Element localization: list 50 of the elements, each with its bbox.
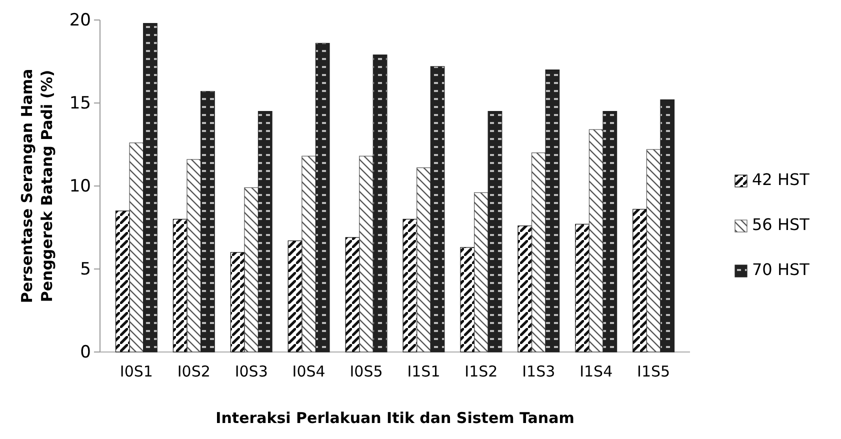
bar	[186, 159, 202, 352]
y-tick-label: 10	[69, 176, 91, 196]
y-tick-label: 15	[69, 93, 91, 114]
bar	[632, 208, 647, 352]
x-tick-label: I1S5	[637, 362, 670, 381]
bar	[230, 252, 245, 352]
legend-label: 70 HST	[752, 260, 810, 279]
bar	[430, 66, 445, 352]
y-axis-title: Persentase Serangan Hama Penggerek Batang Padi (%)	[18, 68, 56, 304]
x-axis-title: Interaksi Perlakuan Itik dan Sistem Tanam	[216, 409, 574, 427]
y-tick-label: 20	[69, 10, 91, 30]
bar	[460, 247, 475, 352]
bar	[115, 210, 130, 352]
bar	[302, 156, 316, 352]
bar	[345, 237, 360, 352]
bar	[372, 54, 388, 352]
x-tick-label: I1S2	[464, 362, 498, 381]
bar	[416, 167, 431, 352]
bar	[244, 187, 259, 352]
bar	[602, 111, 618, 352]
bar	[143, 23, 158, 352]
bar	[474, 192, 488, 352]
bar	[315, 42, 330, 352]
x-tick-label: I0S5	[350, 362, 383, 381]
x-tick-label: I0S4	[292, 362, 326, 381]
bar	[545, 70, 560, 352]
bar	[200, 91, 215, 352]
bar	[488, 111, 502, 352]
bar	[129, 142, 144, 352]
legend-label: 56 HST	[752, 215, 810, 234]
bar	[258, 111, 272, 352]
x-tick-label: I0S2	[177, 362, 210, 381]
x-tick-label: I1S1	[407, 362, 440, 381]
bar	[575, 224, 590, 352]
bar	[402, 218, 418, 352]
x-tick-label: I0S1	[120, 362, 153, 381]
bar	[531, 152, 546, 352]
bar	[172, 218, 188, 352]
x-tick-label: I0S3	[234, 362, 268, 381]
bar	[359, 156, 374, 352]
bar	[588, 129, 604, 352]
bar	[288, 240, 302, 352]
y-tick-label: 0	[80, 342, 91, 362]
bar	[518, 226, 532, 352]
x-tick-label: I1S4	[580, 362, 613, 381]
y-tick-label: 5	[80, 259, 91, 280]
legend-label: 42 HST	[752, 170, 810, 189]
bar	[660, 99, 675, 352]
x-tick-label: I1S3	[522, 362, 556, 381]
bar	[646, 149, 661, 352]
